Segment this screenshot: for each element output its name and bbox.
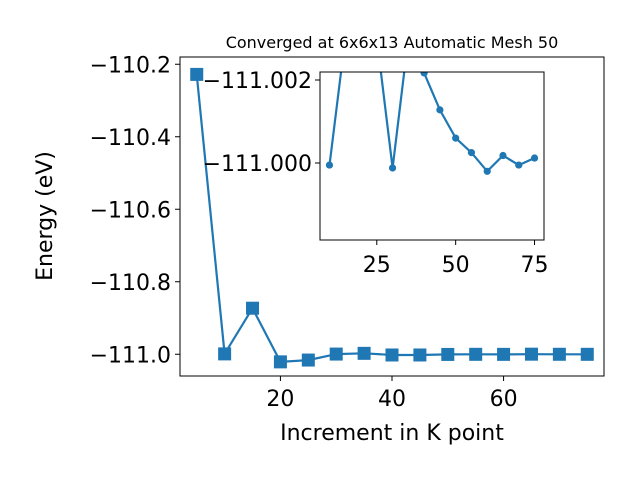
main-data-point: [552, 347, 566, 361]
inset-y-tick-label: −111.002: [203, 69, 312, 94]
inset-x-tick-label: 75: [521, 253, 549, 278]
main-series-markers: [190, 67, 594, 369]
main-data-point: [413, 348, 427, 362]
inset-data-point: [452, 134, 460, 142]
main-x-axis-ticks: 20 40 60: [266, 376, 518, 412]
main-data-point: [497, 347, 511, 361]
y-tick-label: −110.2: [90, 53, 171, 78]
x-axis-title: Increment in K point: [280, 421, 504, 446]
inset-y-axis-ticks: −111.002 −111.000: [203, 69, 320, 177]
main-data-point: [469, 347, 483, 361]
inset-x-tick-label: 50: [442, 253, 470, 278]
main-data-point: [301, 353, 315, 367]
inset-plot-area: [320, 72, 544, 240]
main-data-point: [246, 301, 260, 315]
x-tick-label: 20: [266, 387, 294, 412]
main-data-point: [329, 347, 343, 361]
x-tick-label: 60: [490, 387, 518, 412]
y-tick-label: −110.6: [90, 198, 171, 223]
y-axis-title: Energy (eV): [33, 151, 58, 281]
y-tick-label: −110.4: [90, 126, 171, 151]
inset-data-point: [530, 154, 539, 162]
main-data-point: [273, 355, 287, 369]
inset-data-point: [483, 167, 491, 175]
main-data-point: [357, 346, 371, 360]
x-tick-label: 40: [378, 387, 406, 412]
inset-data-point: [467, 149, 476, 157]
main-data-point: [524, 347, 538, 361]
inset-data-point: [436, 106, 444, 114]
inset-data-point: [499, 151, 507, 160]
main-data-point: [441, 347, 455, 361]
inset-x-tick-label: 25: [363, 253, 391, 278]
inset-plot-frame: [319, 71, 545, 241]
main-y-axis-ticks: −110.2 −110.4 −110.6 −110.8 −111.0: [90, 53, 180, 368]
main-data-point: [218, 347, 232, 361]
chart-title: Converged at 6x6x13 Automatic Mesh 50: [226, 33, 559, 52]
main-data-point: [190, 67, 204, 81]
inset-plot: 25 50 75 −111.002 −111.000: [203, 69, 549, 278]
inset-data-point: [388, 164, 397, 172]
inset-y-tick-label: −111.000: [203, 152, 312, 177]
inset-data-point: [515, 161, 523, 169]
y-tick-label: −110.8: [90, 271, 171, 296]
main-data-point: [385, 348, 399, 362]
inset-data-point: [325, 161, 334, 169]
inset-x-axis-ticks: 25 50 75: [363, 240, 549, 278]
inset-data-point: [420, 72, 428, 77]
y-tick-label: −111.0: [90, 343, 171, 368]
main-data-point: [580, 347, 594, 361]
inset-series-markers: [325, 72, 539, 175]
